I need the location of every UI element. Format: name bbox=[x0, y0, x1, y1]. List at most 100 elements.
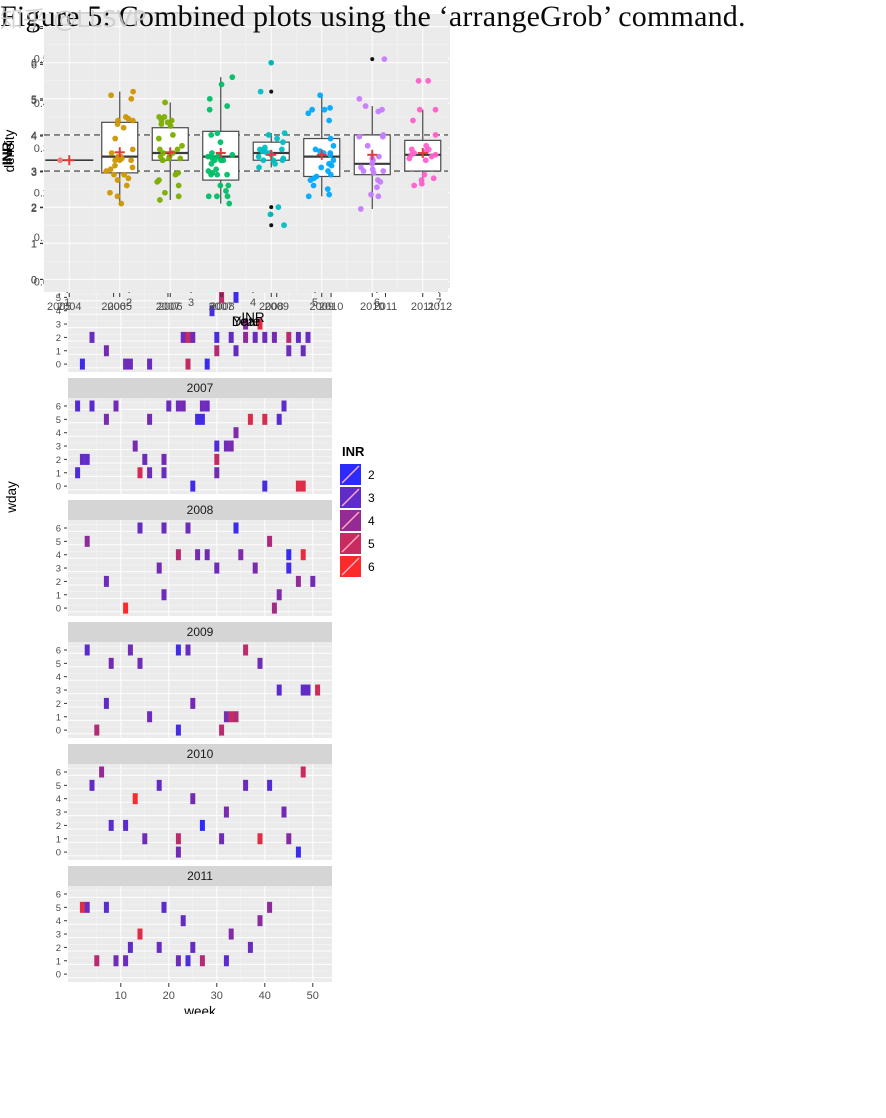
svg-text:2008: 2008 bbox=[259, 301, 283, 313]
svg-text:5: 5 bbox=[56, 537, 61, 548]
svg-text:5: 5 bbox=[56, 659, 61, 670]
svg-text:7: 7 bbox=[436, 297, 442, 309]
svg-text:5: 5 bbox=[56, 781, 61, 792]
svg-text:wday: wday bbox=[4, 481, 19, 514]
svg-text:2: 2 bbox=[31, 203, 37, 215]
inr-yearly-boxplot: 0 1 2 3 4 5 6 7 2004 2005 2006 2007 2008 2009 2010 2011… bbox=[0, 0, 464, 339]
svg-text:2007: 2007 bbox=[156, 301, 180, 313]
svg-text:1: 1 bbox=[64, 297, 70, 309]
svg-text:2010: 2010 bbox=[319, 301, 343, 313]
svg-text:2006: 2006 bbox=[101, 301, 125, 313]
svg-text:40: 40 bbox=[259, 990, 271, 1002]
svg-text:4: 4 bbox=[56, 428, 61, 439]
svg-text:1: 1 bbox=[56, 834, 61, 845]
svg-text:6: 6 bbox=[31, 59, 37, 71]
svg-text:5: 5 bbox=[368, 537, 375, 551]
svg-text:3: 3 bbox=[188, 297, 194, 309]
svg-text:2010: 2010 bbox=[360, 301, 384, 313]
svg-text:Date: Date bbox=[232, 314, 261, 329]
svg-text:10: 10 bbox=[115, 990, 127, 1002]
svg-text:2: 2 bbox=[56, 577, 61, 588]
svg-text:4: 4 bbox=[31, 130, 37, 142]
svg-text:4: 4 bbox=[56, 672, 61, 683]
svg-text:50: 50 bbox=[307, 990, 319, 1002]
svg-text:2: 2 bbox=[126, 297, 132, 309]
svg-text:0: 0 bbox=[31, 274, 37, 286]
svg-text:2008: 2008 bbox=[210, 301, 234, 313]
svg-text:2011: 2011 bbox=[411, 301, 435, 313]
svg-text:2: 2 bbox=[56, 333, 61, 344]
svg-text:5: 5 bbox=[312, 297, 318, 309]
svg-text:6: 6 bbox=[56, 890, 61, 901]
svg-text:0: 0 bbox=[56, 848, 61, 859]
svg-text:3: 3 bbox=[31, 166, 37, 178]
svg-text:3: 3 bbox=[56, 320, 61, 331]
svg-text:0: 0 bbox=[31, 274, 37, 286]
svg-text:3: 3 bbox=[56, 686, 61, 697]
svg-text:INR: INR bbox=[241, 310, 265, 325]
svg-text:0.5: 0.5 bbox=[34, 54, 49, 66]
svg-text:0: 0 bbox=[56, 360, 61, 371]
svg-text:1: 1 bbox=[56, 346, 61, 357]
svg-text:2: 2 bbox=[56, 821, 61, 832]
svg-text:2: 2 bbox=[56, 455, 61, 466]
svg-text:2010: 2010 bbox=[187, 747, 214, 761]
svg-text:0: 0 bbox=[56, 726, 61, 737]
svg-text:1: 1 bbox=[56, 712, 61, 723]
figure-caption: Figure 5: Combined plots using the ‘arra… bbox=[0, 0, 746, 33]
svg-text:3: 3 bbox=[56, 564, 61, 575]
svg-text:5: 5 bbox=[56, 903, 61, 914]
svg-text:1: 1 bbox=[31, 239, 37, 251]
svg-text:6: 6 bbox=[56, 524, 61, 535]
svg-text:6: 6 bbox=[56, 402, 61, 413]
svg-text:4: 4 bbox=[56, 916, 61, 927]
svg-text:INR: INR bbox=[0, 141, 15, 165]
svg-text:2: 2 bbox=[368, 468, 375, 482]
svg-text:2008: 2008 bbox=[187, 503, 214, 517]
svg-text:20: 20 bbox=[163, 990, 175, 1002]
svg-text:7: 7 bbox=[31, 22, 37, 34]
watermark: 知乎 @LLSVP bbox=[0, 7, 147, 33]
svg-text:5: 5 bbox=[56, 415, 61, 426]
svg-text:week: week bbox=[183, 1004, 216, 1014]
svg-text:6: 6 bbox=[56, 646, 61, 657]
svg-text:3: 3 bbox=[56, 930, 61, 941]
svg-text:6: 6 bbox=[56, 768, 61, 779]
svg-text:4: 4 bbox=[56, 550, 61, 561]
svg-text:2009: 2009 bbox=[310, 301, 334, 313]
svg-text:2: 2 bbox=[56, 943, 61, 954]
svg-text:4: 4 bbox=[31, 131, 37, 143]
svg-text:2005: 2005 bbox=[47, 301, 71, 313]
svg-text:1: 1 bbox=[56, 956, 61, 967]
svg-text:3: 3 bbox=[31, 167, 37, 179]
svg-text:1: 1 bbox=[31, 238, 37, 250]
svg-text:INR: INR bbox=[342, 444, 365, 459]
svg-text:1: 1 bbox=[56, 590, 61, 601]
svg-text:4: 4 bbox=[56, 306, 61, 317]
svg-text:2007: 2007 bbox=[187, 381, 214, 395]
svg-text:30: 30 bbox=[211, 990, 223, 1002]
svg-text:6: 6 bbox=[368, 560, 375, 574]
svg-text:4: 4 bbox=[368, 514, 375, 528]
svg-text:2009: 2009 bbox=[264, 301, 288, 313]
svg-text:3: 3 bbox=[368, 491, 375, 505]
svg-text:4: 4 bbox=[250, 297, 256, 309]
svg-text:6: 6 bbox=[374, 297, 380, 309]
svg-text:5: 5 bbox=[31, 95, 37, 107]
svg-text:3: 3 bbox=[56, 808, 61, 819]
svg-text:2011: 2011 bbox=[187, 869, 213, 883]
svg-text:3: 3 bbox=[56, 442, 61, 453]
svg-text:4: 4 bbox=[56, 794, 61, 805]
svg-text:2007: 2007 bbox=[209, 301, 233, 313]
svg-text:2009: 2009 bbox=[187, 625, 214, 639]
svg-text:2: 2 bbox=[31, 202, 37, 214]
svg-text:2005: 2005 bbox=[108, 301, 132, 313]
svg-text:0: 0 bbox=[56, 604, 61, 615]
svg-text:7: 7 bbox=[31, 24, 37, 36]
svg-text:INR: INR bbox=[0, 142, 15, 166]
svg-text:Year: Year bbox=[232, 314, 260, 329]
svg-text:2006: 2006 bbox=[158, 301, 182, 313]
svg-text:2: 2 bbox=[56, 699, 61, 710]
svg-text:0: 0 bbox=[56, 482, 61, 493]
